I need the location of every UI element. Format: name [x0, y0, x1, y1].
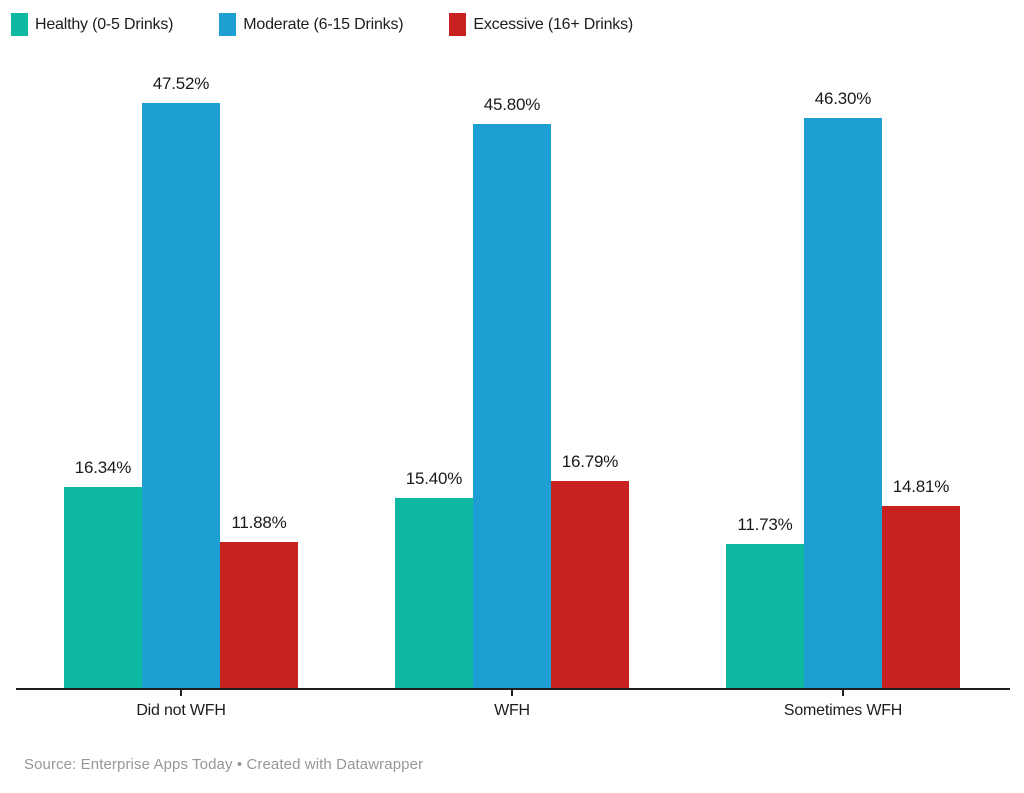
value-label-healthy-0-5-drinks-did-not-wfh: 16.34%: [74, 458, 132, 477]
category-label-did-not-wfh: Did not WFH: [136, 702, 226, 719]
legend-item-label: Healthy (0-5 Drinks): [35, 15, 174, 33]
category-label-wfh: WFH: [494, 702, 530, 719]
value-label-moderate-6-15-drinks-did-not-wfh: 47.52%: [152, 74, 210, 93]
value-label-moderate-6-15-drinks-sometimes-wfh: 46.30%: [814, 89, 872, 108]
bar-moderate-6-15-drinks-did-not-wfh: [142, 103, 220, 688]
value-label-excessive-16-drinks-sometimes-wfh: 14.81%: [892, 477, 950, 496]
legend-item-excessive-16-drinks: Excessive (16+ Drinks): [449, 13, 633, 36]
legend-item-label: Moderate (6-15 Drinks): [243, 15, 404, 33]
bar-excessive-16-drinks-sometimes-wfh: [882, 506, 960, 688]
bar-healthy-0-5-drinks-wfh: [395, 498, 473, 688]
x-axis-line: [16, 688, 1010, 690]
legend-item-healthy-0-5-drinks: Healthy (0-5 Drinks): [11, 13, 173, 36]
source-note: Source: Enterprise Apps Today • Created …: [24, 756, 424, 773]
bar-excessive-16-drinks-did-not-wfh: [220, 542, 298, 688]
bar-moderate-6-15-drinks-sometimes-wfh: [804, 118, 882, 688]
category-label-sometimes-wfh: Sometimes WFH: [783, 702, 903, 719]
axis-tick-wfh: [511, 690, 513, 696]
legend-swatch-healthy-0-5-drinks-icon: [11, 13, 28, 36]
value-label-excessive-16-drinks-did-not-wfh: 11.88%: [231, 513, 287, 532]
bar-healthy-0-5-drinks-did-not-wfh: [64, 487, 142, 688]
value-label-moderate-6-15-drinks-wfh: 45.80%: [483, 95, 541, 114]
legend-swatch-moderate-6-15-drinks-icon: [219, 13, 237, 36]
value-label-excessive-16-drinks-wfh: 16.79%: [561, 452, 619, 471]
legend-item-label: Excessive (16+ Drinks): [473, 15, 634, 33]
legend: Healthy (0-5 Drinks) Moderate (6-15 Drink…: [11, 13, 633, 36]
value-label-healthy-0-5-drinks-sometimes-wfh: 11.73%: [737, 515, 793, 534]
axis-tick-sometimes-wfh: [842, 690, 844, 696]
bar-moderate-6-15-drinks-wfh: [473, 124, 551, 688]
value-label-healthy-0-5-drinks-wfh: 15.40%: [405, 469, 463, 488]
axis-tick-did-not-wfh: [180, 690, 182, 696]
legend-swatch-excessive-16-drinks-icon: [449, 13, 467, 36]
bar-excessive-16-drinks-wfh: [551, 481, 629, 688]
legend-item-moderate-6-15-drinks: Moderate (6-15 Drinks): [219, 13, 404, 36]
bar-healthy-0-5-drinks-sometimes-wfh: [726, 544, 804, 688]
